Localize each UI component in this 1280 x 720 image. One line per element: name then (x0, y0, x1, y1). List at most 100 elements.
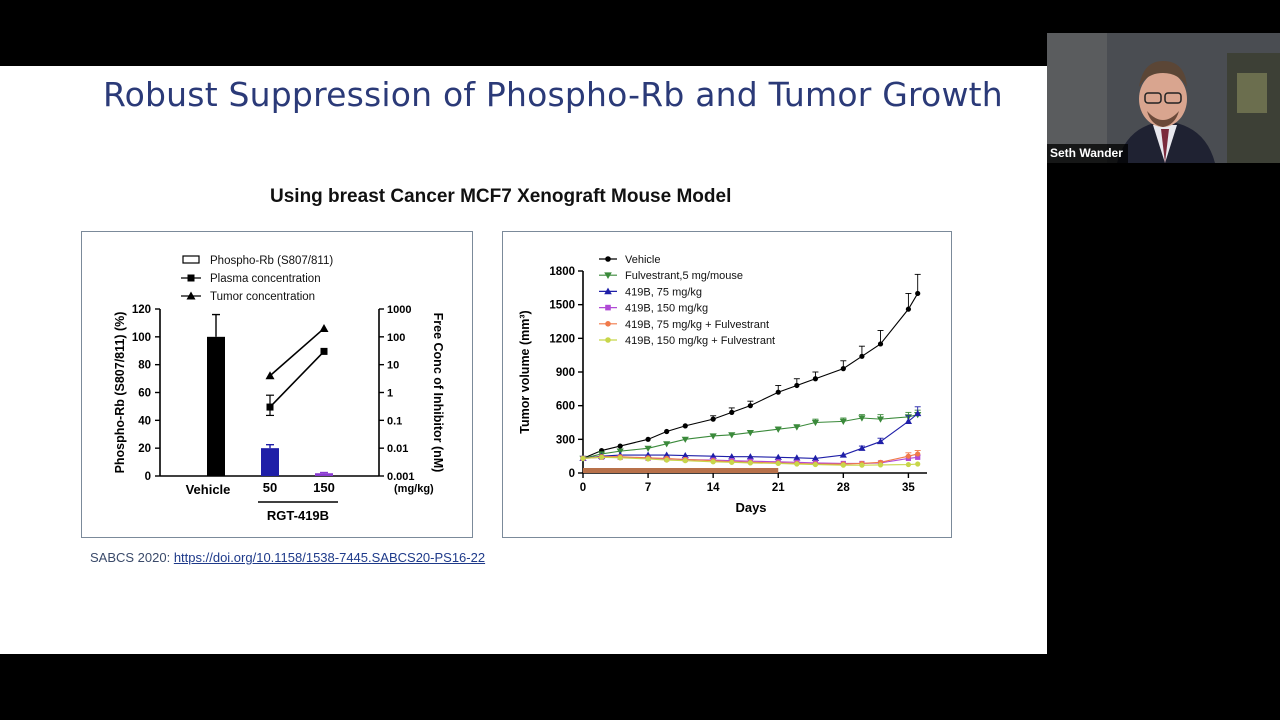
data-point (617, 443, 623, 449)
data-point (915, 290, 921, 297)
data-point (905, 306, 912, 312)
legend-marker (605, 321, 611, 327)
data-point (812, 376, 819, 382)
data-point (775, 389, 781, 395)
data-point (905, 453, 912, 459)
y2-tick-label: 1 (387, 388, 393, 400)
data-point (682, 458, 688, 464)
legend-label: 419B, 75 mg/kg + Fulvestrant (625, 319, 769, 331)
legend-marker (605, 304, 611, 311)
legend-label: Tumor concentration (210, 291, 315, 303)
data-point (729, 459, 735, 465)
legend-marker (605, 256, 611, 262)
data-point (905, 461, 912, 468)
y2-tick-label: 10 (387, 360, 399, 372)
legend-label: 419B, 75 mg/kg (625, 286, 702, 298)
tumor-chart: Vehicle Fulvestrant,5 mg/mouse 419B, 75 mg… (518, 254, 927, 515)
data-point (709, 433, 717, 440)
plasma-point (266, 403, 274, 411)
y-tick-label: 80 (138, 360, 151, 372)
legend-marker-square (187, 274, 195, 282)
data-point (858, 415, 866, 422)
y-tick-label: 60 (138, 388, 151, 400)
y2-tick-label: 0.01 (387, 443, 408, 455)
x-tick-label: 14 (707, 482, 720, 494)
data-point (617, 455, 623, 461)
y-tick-label: 120 (132, 304, 151, 316)
data-point (794, 461, 800, 467)
legend-label: Vehicle (625, 254, 660, 266)
x-tick-label: 35 (902, 482, 915, 494)
data-point (859, 462, 865, 468)
data-point (774, 453, 782, 460)
data-point (876, 437, 885, 445)
y-tick-label: 1500 (549, 300, 575, 312)
data-point (811, 419, 820, 427)
dose-unit-label: (mg/kg) (394, 483, 434, 495)
tumor-conc-point (265, 371, 275, 380)
data-point (710, 459, 716, 465)
data-point (728, 453, 736, 460)
data-point (840, 366, 846, 372)
data-point (859, 353, 865, 359)
data-point (877, 341, 884, 347)
bar (261, 448, 279, 476)
legend-marker (604, 287, 612, 295)
data-point (839, 451, 847, 458)
citation-link[interactable]: https://doi.org/10.1158/1538-7445.SABCS2… (173, 550, 486, 565)
data-point (681, 436, 689, 443)
data-point (681, 452, 689, 459)
x-category-label: 150 (313, 480, 335, 495)
y-tick-label: 600 (556, 401, 575, 413)
data-point (663, 451, 671, 458)
y-tick-label: 1200 (549, 333, 575, 345)
speaker-video-image (1047, 33, 1280, 163)
bar (207, 336, 225, 476)
citation-prefix: SABCS 2020: (90, 550, 174, 565)
y2-axis-label: Free Conc of Inhibitor (nM) (431, 313, 445, 473)
data-point (728, 432, 736, 439)
data-point (876, 416, 885, 423)
tumor-chart-panel: Vehicle Fulvestrant,5 mg/mouse 419B, 75 mg… (502, 231, 952, 538)
y-tick-label: 1800 (549, 266, 575, 278)
data-point (663, 441, 671, 448)
legend-label: 419B, 150 mg/kg + Fulvestrant (625, 335, 775, 347)
legend-label: Plasma concentration (210, 273, 321, 285)
legend-marker (604, 272, 612, 279)
slide: Robust Suppression of Phospho-Rb and Tum… (0, 66, 1047, 654)
y2-tick-label: 1000 (387, 304, 411, 316)
slide-subtitle: Using breast Cancer MCF7 Xenograft Mouse… (270, 186, 732, 207)
plasma-line (269, 350, 325, 408)
y-tick-label: 20 (138, 443, 151, 455)
data-point (598, 454, 605, 460)
data-point (746, 430, 754, 437)
data-point (793, 454, 801, 461)
data-point (858, 444, 866, 451)
group-label: RGT-419B (267, 508, 329, 523)
data-point (664, 428, 670, 435)
slide-title: Robust Suppression of Phospho-Rb and Tum… (103, 75, 1003, 114)
data-point (682, 423, 688, 429)
x-tick-label: 21 (772, 482, 785, 494)
data-point (793, 424, 801, 431)
data-point (775, 460, 781, 467)
data-point (877, 462, 884, 468)
x-tick-label: 7 (645, 482, 651, 494)
legend-marker-triangle (186, 291, 196, 300)
speaker-video-tile[interactable]: Seth Wander (1047, 33, 1280, 163)
y-tick-label: 40 (138, 415, 151, 427)
x-axis-label: Days (735, 500, 766, 515)
x-tick-label: 28 (837, 482, 850, 494)
data-point (746, 453, 754, 460)
treatment-period-bar (583, 468, 779, 473)
legend-marker (605, 337, 611, 343)
data-point (914, 409, 922, 417)
legend-label: 419B, 150 mg/kg (625, 303, 708, 315)
data-point (811, 454, 820, 462)
data-point (915, 461, 921, 467)
y-tick-label: 0 (569, 468, 575, 480)
data-point (729, 409, 735, 415)
data-point (904, 417, 913, 424)
data-point (645, 456, 651, 462)
y-tick-label: 0 (145, 471, 151, 483)
